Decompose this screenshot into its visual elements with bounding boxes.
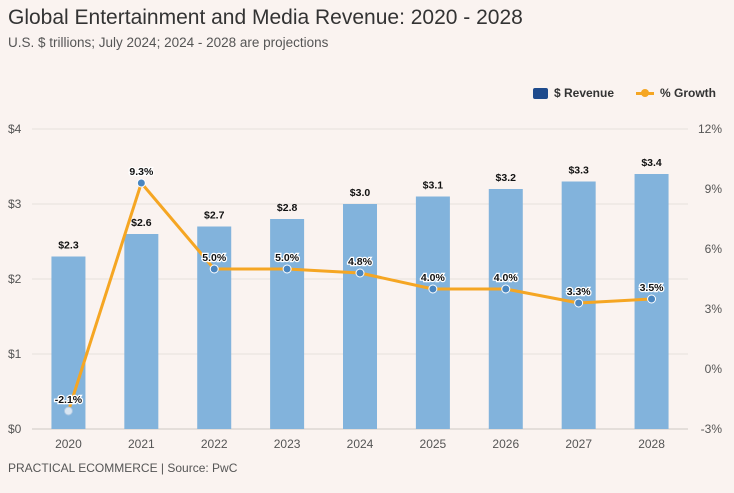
left-tick-label: $0 (8, 422, 22, 436)
line-layer (63, 178, 657, 416)
bar-2021 (124, 234, 159, 429)
growth-point-2026 (501, 284, 511, 294)
left-tick-label: $3 (8, 197, 22, 211)
right-tick-label: -3% (701, 422, 723, 436)
bar-2024 (343, 204, 377, 429)
left-tick-label: $4 (8, 122, 22, 136)
x-tick-label: 2023 (274, 437, 301, 451)
bar-value-label: $3.0 (350, 187, 371, 199)
bar-2026 (488, 189, 523, 429)
x-tick-label: 2027 (565, 437, 592, 451)
right-tick-label: 9% (705, 182, 723, 196)
bar-2023 (270, 219, 305, 429)
growth-value-label: 5.0% (275, 252, 300, 264)
legend-bar-swatch (532, 87, 548, 99)
legend-line-swatch (636, 88, 654, 98)
legend-growth-label: % Growth (660, 86, 716, 100)
right-tick-label: 0% (705, 362, 723, 376)
growth-value-label: 9.3% (129, 166, 154, 178)
bar-2022 (197, 226, 232, 429)
growth-point-2027 (574, 298, 584, 308)
x-tick-label: 2021 (128, 437, 155, 451)
growth-point-2028 (647, 294, 657, 304)
chart-title: Global Entertainment and Media Revenue: … (8, 6, 523, 29)
bar-value-label: $2.6 (131, 217, 152, 229)
growth-value-label: -2.1% (55, 394, 83, 406)
x-tick-label: 2025 (420, 437, 447, 451)
growth-value-label: 4.8% (348, 256, 373, 268)
growth-point-2021 (136, 178, 146, 188)
right-tick-label: 3% (705, 302, 723, 316)
x-tick-label: 2028 (638, 437, 665, 451)
right-tick-label: 6% (705, 242, 723, 256)
left-tick-label: $2 (8, 272, 22, 286)
legend-item-revenue[interactable]: $ Revenue (532, 86, 614, 100)
growth-value-label: 5.0% (202, 252, 227, 264)
x-tick-label: 2026 (492, 437, 519, 451)
bar-2025 (415, 196, 450, 429)
legend-item-growth[interactable]: % Growth (636, 86, 716, 100)
bar-value-label: $3.2 (496, 172, 517, 184)
chart-subtitle: U.S. $ trillions; July 2024; 2024 - 2028… (8, 35, 329, 50)
bar-value-label: $2.7 (204, 210, 225, 222)
legend-revenue-label: $ Revenue (553, 86, 614, 100)
growth-point-2023 (282, 264, 292, 274)
growth-value-label: 4.0% (421, 272, 446, 284)
growth-value-label: 4.0% (494, 272, 519, 284)
left-tick-label: $1 (8, 347, 22, 361)
bar-value-label: $2.3 (58, 240, 79, 252)
label-layer: $2.3 $2.6 $2.7 $2.8 $3.0 $3.1 $3.2 $3.3 $3.4 -2.1… (53, 157, 665, 407)
chart-legend: $ Revenue % Growth (532, 86, 716, 100)
bar-value-label: $3.3 (568, 165, 589, 177)
right-tick-label: 12% (698, 122, 722, 136)
bar-value-label: $2.8 (277, 202, 298, 214)
axis-layer: $0 $1 $2 $3 $4 -3% 0% 3% 6% 9% 12% 2020 2021 2022 2023… (8, 122, 722, 451)
bar-value-label: $3.4 (641, 157, 662, 169)
bar-value-label: $3.1 (423, 180, 444, 192)
growth-point-2020 (63, 406, 73, 416)
bar-layer (51, 174, 669, 429)
growth-value-label: 3.5% (640, 282, 665, 294)
x-tick-label: 2022 (201, 437, 228, 451)
growth-point-2022 (209, 264, 219, 274)
x-tick-label: 2024 (347, 437, 374, 451)
growth-point-2024 (355, 268, 365, 278)
bar-2020 (51, 256, 86, 429)
chart-footer: PRACTICAL ECOMMERCE | Source: PwC (8, 461, 238, 475)
x-tick-label: 2020 (55, 437, 82, 451)
growth-value-label: 3.3% (567, 286, 592, 298)
growth-point-2025 (428, 284, 438, 294)
